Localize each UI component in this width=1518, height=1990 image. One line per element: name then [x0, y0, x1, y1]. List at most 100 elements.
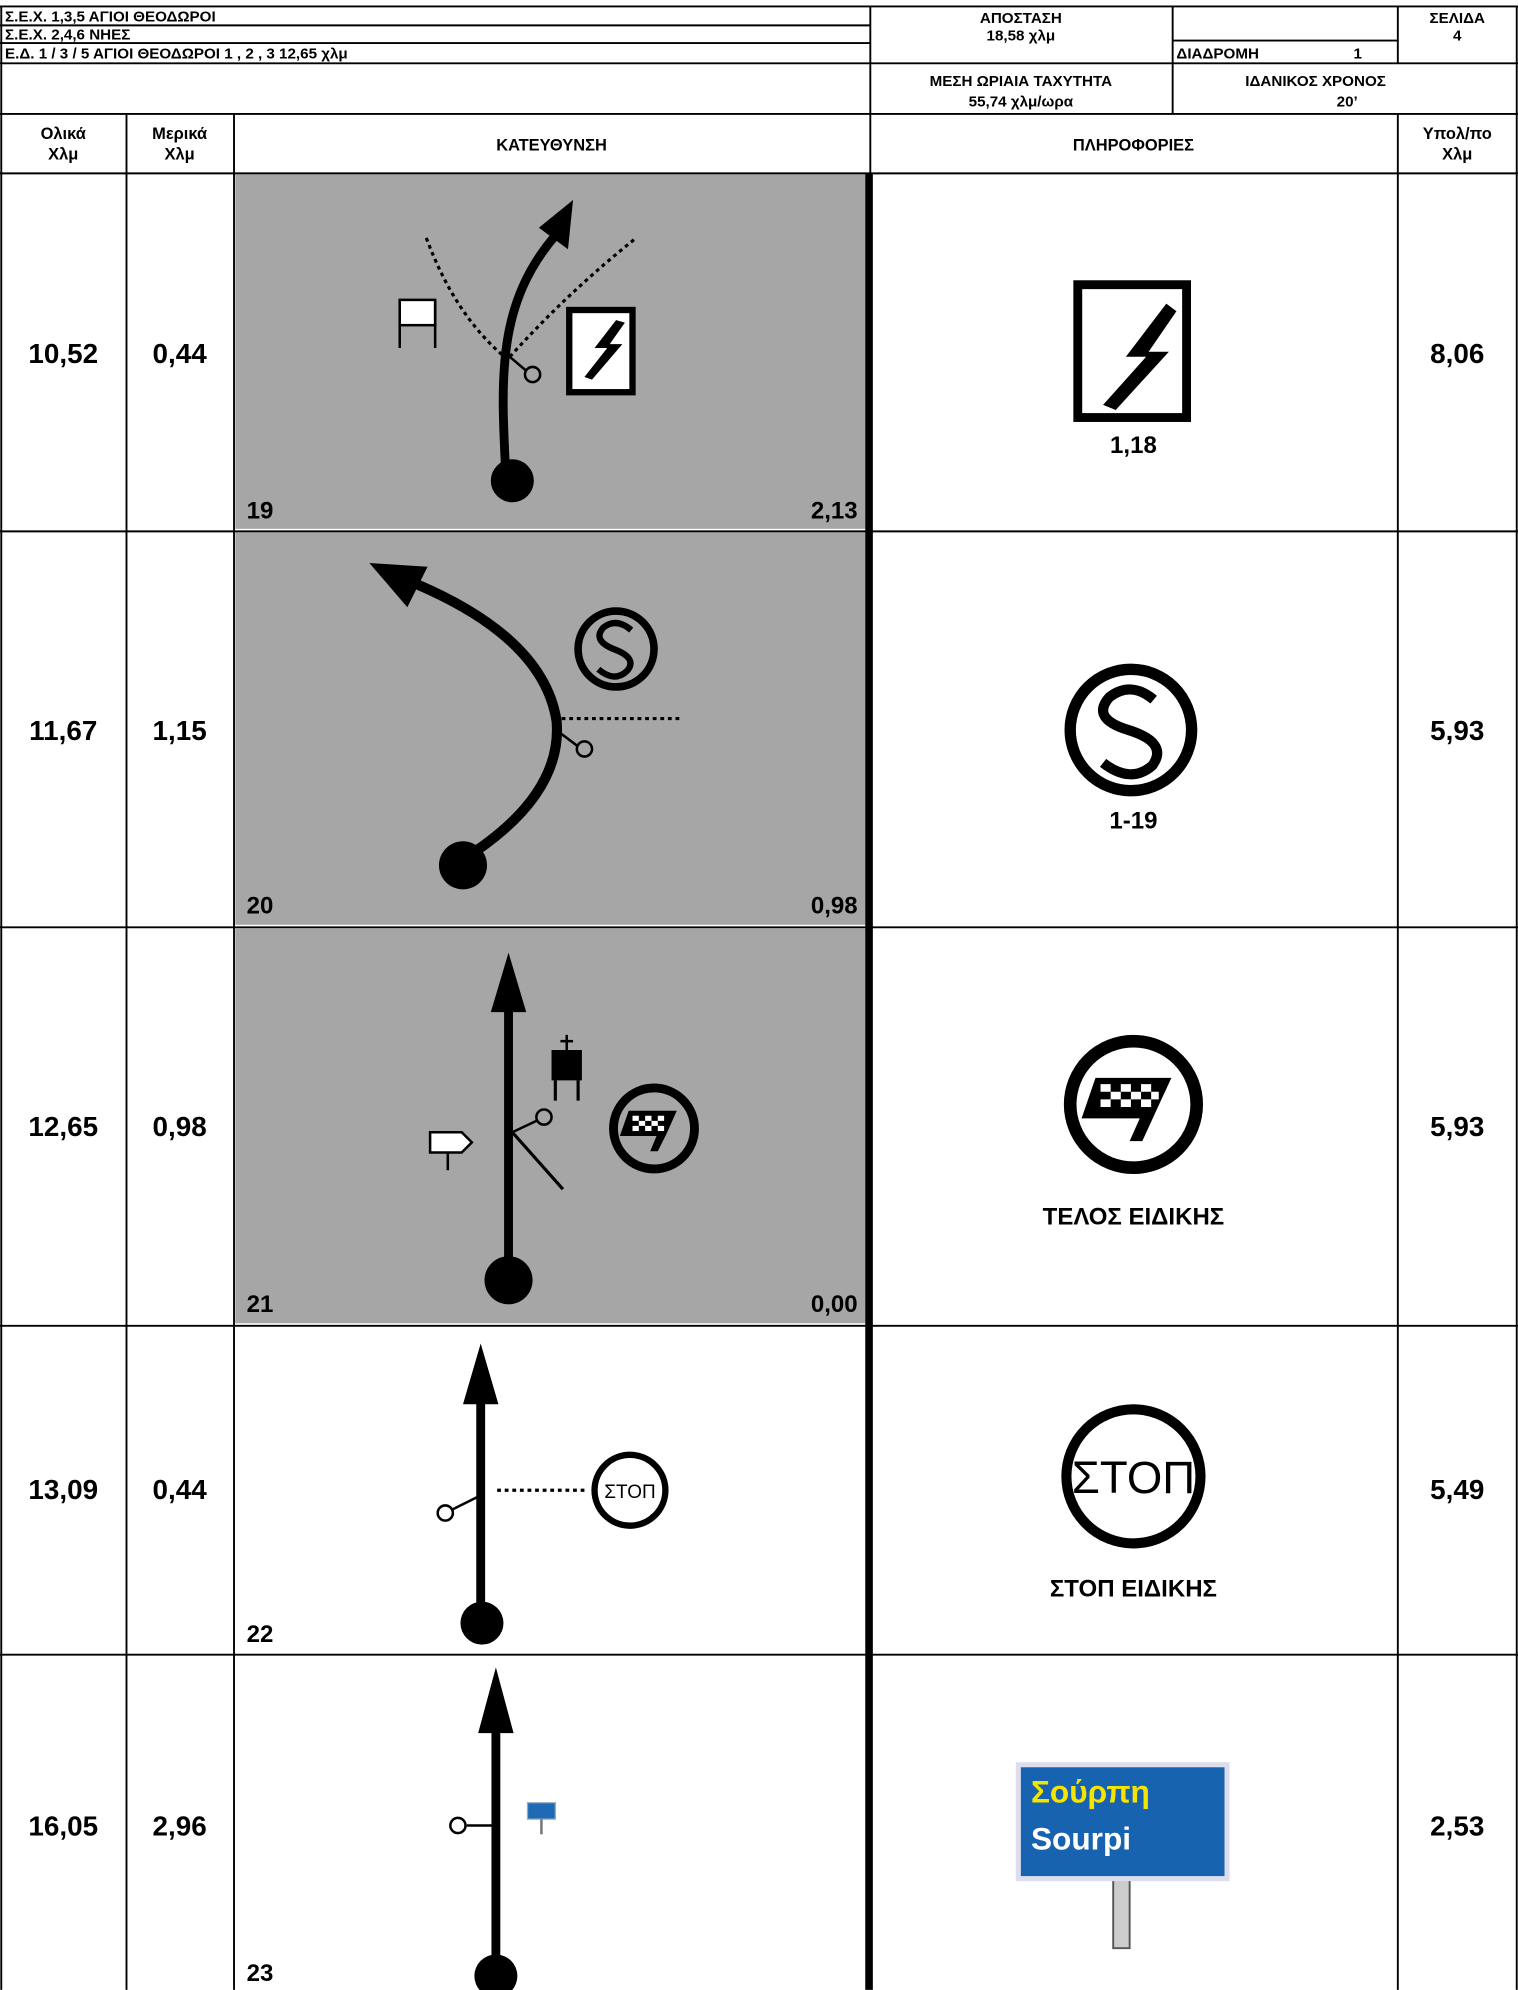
tulip-diagram-part — [478, 1667, 514, 1734]
column-header: Χλμ — [1442, 145, 1472, 163]
tulip-diagram-part — [632, 1115, 665, 1131]
total-km: 12,65 — [28, 1111, 98, 1142]
header: Σ.Ε.Χ. 1,3,5 ΑΓΙΟΙ ΘΕΟΔΩΡΟΙ Σ.Ε.Χ. 2,4,6… — [5, 9, 1485, 111]
tulip-diagram-part — [490, 459, 534, 503]
info-sign-part — [1098, 684, 1163, 780]
tulip-diagram-part — [508, 355, 528, 372]
instruction-number: 20 — [247, 892, 274, 919]
route-label: ΔΙΑΔΡΟΜΗ — [1176, 45, 1259, 62]
total-km: 16,05 — [28, 1811, 98, 1842]
header-line: Ε.Δ. 1 / 3 / 5 ΑΓΙΟΙ ΘΕΟΔΩΡΟΙ 1 , 2 , 3 … — [5, 45, 348, 62]
total-km: 11,67 — [29, 715, 97, 746]
diagram-backgrounds-part — [235, 928, 866, 1324]
tulip-diagram-part — [474, 1954, 518, 1990]
column-header: Μερικά — [152, 125, 207, 143]
distance-label: ΑΠΟΣΤΑΣΗ — [980, 10, 1062, 27]
tulip-diagram — [398, 199, 638, 503]
place-sign-text: Sourpi — [1031, 1821, 1131, 1857]
tulip-diagram-part — [591, 1451, 669, 1529]
tulip-diagram-part — [438, 841, 488, 890]
diagram-backgrounds-part — [235, 532, 866, 925]
info-sign-part — [1112, 1877, 1131, 1950]
speed-label: ΜΕΣΗ ΩΡΙΑΙΑ ΤΑΧΥΤΗΤΑ — [930, 73, 1113, 90]
tulip-diagram-part — [449, 1816, 467, 1835]
tulip-diagram-part — [415, 579, 563, 865]
place-sign-text: Σούρπη — [1031, 1774, 1150, 1810]
table-grid — [0, 5, 1518, 1990]
tulip-diagram: ΣΤΟΠ — [436, 1343, 669, 1645]
tulip-diagram-part — [424, 237, 508, 360]
speed: 55,74 χλμ/ωρα — [969, 93, 1074, 110]
info-sign: Σούρπη Sourpi — [1015, 1762, 1230, 1950]
tulip-diagram-part — [428, 1130, 474, 1154]
column-header: ΠΛΗΡΟΦΟΡΙΕΣ — [1073, 137, 1194, 155]
info-text: ΤΕΛΟΣ ΕΙΔΙΚΗΣ — [1043, 1204, 1225, 1231]
remaining-km: 5,93 — [1430, 1111, 1484, 1142]
tulip-diagram-part — [596, 619, 634, 680]
instruction-number: 23 — [247, 1960, 274, 1987]
info-sign-part — [1081, 1077, 1172, 1142]
header-line: Σ.Ε.Χ. 2,4,6 ΝΗΕΣ — [5, 26, 130, 43]
tulip-diagram-part — [526, 1802, 556, 1820]
ideal-time: 20’ — [1337, 93, 1358, 110]
tulip-diagram-part — [369, 563, 428, 608]
tulip-diagram-part — [575, 740, 594, 758]
tulip-diagram-part — [484, 1256, 533, 1305]
tulip-diagram-part — [398, 298, 437, 327]
distance: 18,58 χλμ — [987, 28, 1056, 45]
partial-km: 1,15 — [153, 715, 207, 746]
header-line: Σ.Ε.Χ. 1,3,5 ΑΓΙΟΙ ΘΕΟΔΩΡΟΙ — [5, 9, 216, 26]
page-number: 4 — [1453, 28, 1462, 45]
tulip-diagram-part — [535, 1108, 553, 1126]
tulip-diagram-part — [498, 231, 560, 479]
info-sign-part — [1015, 1762, 1230, 1882]
info-text: 1-19 — [1109, 808, 1157, 835]
total-km: 13,09 — [28, 1474, 98, 1505]
column-header: Χλμ — [48, 145, 78, 163]
column-header: Ολικά — [41, 125, 86, 143]
tulip-diagram-part — [508, 236, 638, 358]
next-distance: 0,00 — [811, 1291, 858, 1318]
page-label: ΣΕΛΙΔΑ — [1430, 10, 1485, 27]
tulip-diagram — [369, 563, 680, 890]
partial-km: 2,96 — [153, 1811, 207, 1842]
instruction-number: 19 — [247, 498, 274, 525]
tulip-diagram-part — [452, 1495, 479, 1511]
remaining-km: 5,93 — [1430, 715, 1484, 746]
ideal-time-label: ΙΔΑΝΙΚΟΣ ΧΡΟΝΟΣ — [1245, 73, 1386, 90]
partial-km: 0,44 — [153, 338, 208, 369]
instruction-number: 21 — [247, 1291, 274, 1318]
tulip-diagram — [449, 1667, 556, 1990]
tulip-diagram-part — [490, 952, 527, 1013]
total-km: 10,52 — [28, 338, 98, 369]
info-text: 1,18 — [1110, 432, 1157, 459]
tulip-diagram-part — [619, 1110, 677, 1152]
tulip-diagram-part — [511, 1131, 565, 1191]
column-headers: Ολικά Χλμ Μερικά Χλμ ΚΑΤΕΥΘΥΝΣΗ ΠΛΗΡΟΦΟΡ… — [41, 125, 1492, 163]
info-sign-part — [1061, 1404, 1206, 1549]
instruction-number: 22 — [247, 1621, 274, 1648]
tulip-diagram-part — [436, 1504, 455, 1522]
partial-km: 0,98 — [153, 1111, 207, 1142]
column-header: Υπολ/πο — [1423, 125, 1492, 143]
info-sign-part — [1103, 303, 1177, 410]
next-distance: 2,13 — [811, 498, 858, 525]
remaining-km: 5,49 — [1430, 1474, 1484, 1505]
info-sign-part — [1100, 1084, 1159, 1107]
tulip-diagram — [428, 952, 699, 1305]
stop-sign-text: ΣΤΟΠ — [1072, 1452, 1195, 1503]
tulip-diagram-part — [551, 1050, 582, 1081]
tulip-diagram-part — [523, 365, 542, 384]
tulip-diagram-part — [460, 1601, 504, 1645]
partial-km: 0,44 — [153, 1474, 208, 1505]
info-sign — [1063, 1034, 1204, 1174]
column-header: Χλμ — [165, 145, 195, 163]
row-texts: 10,52 0,44 19 2,13 1,18 8,06 11,67 1,15 20 0,98 1-… — [28, 338, 1484, 1987]
tulip-diagram-part — [511, 1119, 537, 1134]
info-sign: ΣΤΟΠ — [1061, 1404, 1206, 1549]
tulip-diagram-part — [584, 320, 625, 380]
column-header: ΚΑΤΕΥΘΥΝΣΗ — [496, 137, 607, 155]
tulip-diagram-part — [557, 730, 579, 748]
